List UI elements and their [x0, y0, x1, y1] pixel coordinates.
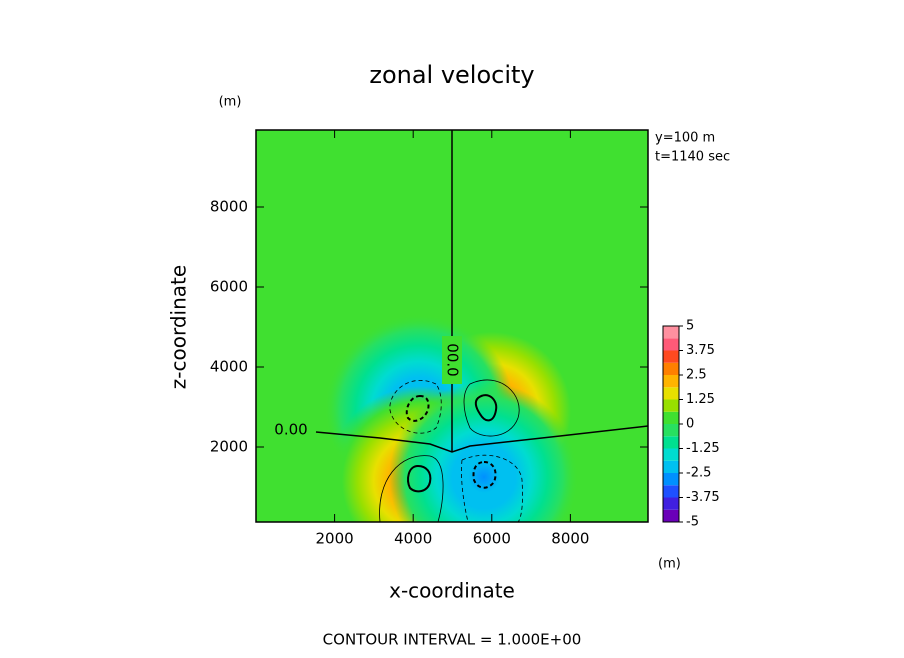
y-tick-label: 2000 [210, 438, 248, 456]
colorbar-swatch [663, 509, 679, 522]
colorbar-swatch [663, 460, 679, 473]
colorbar-label: 2.5 [686, 368, 707, 383]
colorbar-swatch [663, 411, 679, 424]
plot-frame [255, 129, 649, 523]
colorbar-label: -3.75 [686, 490, 720, 505]
contour-label: 0.00 [274, 421, 307, 439]
colorbar-swatch [663, 362, 679, 375]
x-unit: (m) [658, 557, 681, 572]
contour [463, 379, 520, 437]
contour [474, 394, 498, 422]
info: y=100 m [655, 131, 715, 146]
colorbar-swatch [663, 399, 679, 412]
colorbar-swatch [663, 375, 679, 388]
colorbar-label: -1.25 [686, 441, 720, 456]
y-label: z-coordinate [167, 265, 191, 389]
zero-contour [315, 425, 649, 453]
x-tick-label: 6000 [473, 530, 511, 548]
info: t=1140 sec [655, 150, 730, 165]
contour [407, 464, 432, 493]
colorbar-label: 3.75 [686, 343, 715, 358]
x-tick-label: 8000 [551, 530, 589, 548]
y-tick-label: 8000 [210, 198, 248, 216]
colorbar-swatch [663, 350, 679, 363]
colorbar-label: -5 [686, 515, 699, 530]
contour-label: 00.0 [444, 343, 462, 376]
colorbar-swatch [663, 326, 679, 339]
colorbar-swatch [663, 485, 679, 498]
y-tick-label: 4000 [210, 358, 248, 376]
contour [379, 455, 444, 523]
colorbar-swatch [663, 448, 679, 461]
contour [405, 394, 430, 422]
x-tick-label: 4000 [394, 530, 432, 548]
x-tick-label: 2000 [316, 530, 354, 548]
chart-title: zonal velocity [369, 61, 534, 89]
contour-lines [315, 130, 649, 523]
y-unit: (m) [219, 95, 242, 110]
colorbar-swatch [663, 497, 679, 510]
colorbar-swatch [663, 473, 679, 486]
colorbar-swatch [663, 436, 679, 449]
colorbar-label: 1.25 [686, 392, 715, 407]
footer: CONTOUR INTERVAL = 1.000E+00 [323, 631, 582, 649]
colorbar-label: -2.5 [686, 466, 711, 481]
colorbar-swatch [663, 338, 679, 351]
label-bg [268, 420, 314, 440]
y-tick-label: 6000 [210, 278, 248, 296]
colorbar-label: 0 [686, 417, 694, 432]
x-label: x-coordinate [389, 579, 515, 603]
label-bg [442, 336, 462, 384]
colorbar-label: 5 [686, 319, 694, 334]
cell [388, 382, 579, 522]
contour [472, 460, 497, 489]
colorbar-swatch [663, 424, 679, 437]
contour [461, 454, 523, 523]
colorbar-swatch [663, 387, 679, 400]
